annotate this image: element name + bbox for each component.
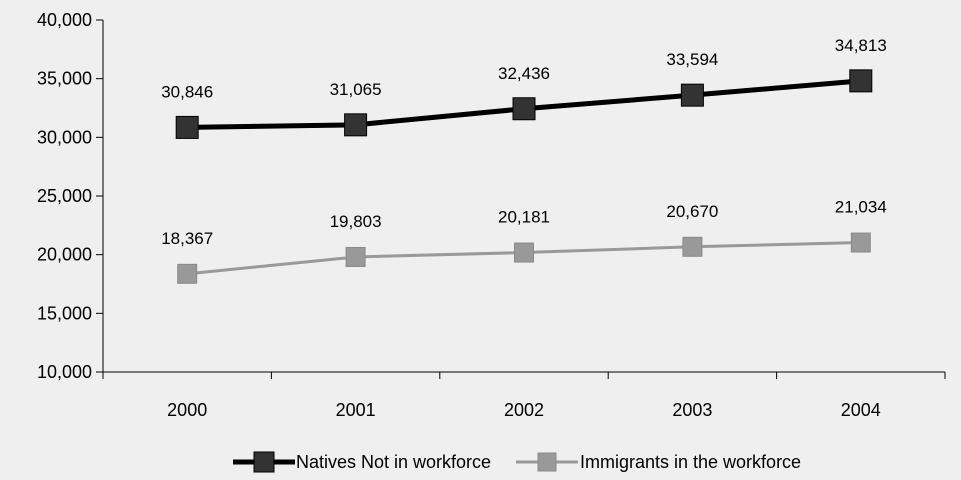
data-point-marker bbox=[345, 246, 366, 267]
data-label: 34,813 bbox=[835, 36, 887, 55]
data-label: 31,065 bbox=[330, 80, 382, 99]
legend-item-natives: Natives Not in workforce bbox=[233, 451, 491, 473]
y-tick-label: 20,000 bbox=[37, 245, 92, 265]
y-tick-label: 15,000 bbox=[37, 303, 92, 323]
x-tick-label: 2001 bbox=[336, 400, 376, 420]
data-label: 30,846 bbox=[161, 82, 213, 101]
data-label: 20,181 bbox=[498, 208, 550, 227]
data-labels: 30,846 31,065 32,436 33,594 34,813 18,367 19,8… bbox=[161, 36, 887, 248]
data-label: 32,436 bbox=[498, 64, 550, 83]
legend-label: Natives Not in workforce bbox=[296, 452, 491, 472]
data-point-marker bbox=[175, 115, 199, 139]
data-label: 20,670 bbox=[666, 202, 718, 221]
legend-marker-swatch bbox=[537, 452, 557, 472]
series-layer bbox=[175, 69, 873, 284]
data-label: 18,367 bbox=[161, 229, 213, 248]
x-tick-label: 2003 bbox=[672, 400, 712, 420]
x-tick-label: 2004 bbox=[841, 400, 881, 420]
x-tick-label: 2000 bbox=[167, 400, 207, 420]
data-point-marker bbox=[512, 97, 536, 121]
data-point-marker bbox=[850, 232, 871, 253]
x-tick-label: 2002 bbox=[504, 400, 544, 420]
legend-marker-swatch bbox=[253, 451, 275, 473]
legend: Natives Not in workforce Immigrants in th… bbox=[233, 451, 801, 473]
series-immigrants-in-the-workforce bbox=[177, 232, 871, 284]
y-tick-label: 10,000 bbox=[37, 362, 92, 382]
data-label: 33,594 bbox=[666, 50, 718, 69]
legend-label: Immigrants in the workforce bbox=[580, 452, 801, 472]
data-label: 19,803 bbox=[330, 212, 382, 231]
data-point-marker bbox=[344, 113, 368, 137]
y-tick-label: 25,000 bbox=[37, 186, 92, 206]
data-point-marker bbox=[514, 242, 534, 263]
data-point-marker bbox=[849, 69, 873, 93]
series-natives-not-in-workforce bbox=[175, 69, 873, 139]
y-tick-label: 30,000 bbox=[37, 127, 92, 147]
data-point-marker bbox=[680, 83, 704, 107]
legend-item-immigrants: Immigrants in the workforce bbox=[516, 452, 801, 472]
y-tick-label: 35,000 bbox=[37, 69, 92, 89]
data-point-marker bbox=[177, 263, 198, 284]
x-axis-ticks: 2000 2001 2002 2003 2004 bbox=[102, 372, 946, 420]
data-point-marker bbox=[682, 236, 703, 257]
data-label: 21,034 bbox=[835, 198, 887, 217]
y-axis-ticks: 10,000 15,000 20,000 25,000 30,000 35,000 40,0… bbox=[37, 10, 103, 382]
y-tick-label: 40,000 bbox=[37, 10, 92, 30]
